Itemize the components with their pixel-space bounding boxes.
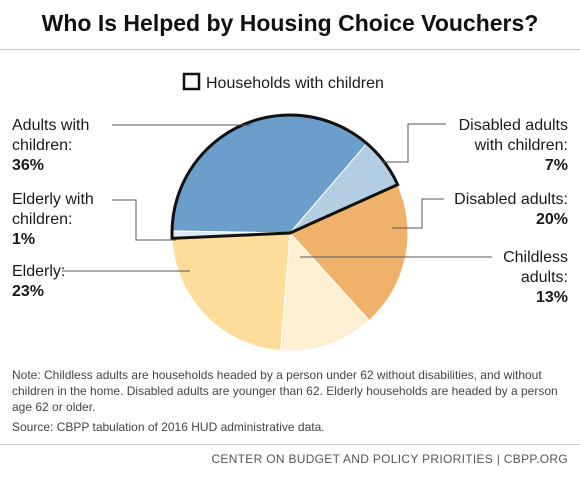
slice-label-disabled-children: Disabled adults (459, 117, 568, 134)
footer-credit: CENTER ON BUDGET AND POLICY PRIORITIES |… (211, 452, 568, 466)
slice-label-childless: adults: (521, 269, 568, 286)
legend-swatch (182, 72, 201, 91)
value-label-adults-children: 36% (12, 157, 44, 174)
leader-disabled (392, 198, 444, 229)
slice-label-elderly-children: Elderly with (12, 191, 94, 208)
leader-elderly-children (112, 199, 176, 241)
children-outline (170, 113, 400, 240)
slice-labels: Adults with children: 36% Disabled adults wi… (12, 117, 568, 306)
chart-notes: Note: Childless adults are households he… (12, 367, 572, 435)
pie-slice-elderly (171, 232, 291, 352)
slice-label-childless: Childless (503, 249, 568, 266)
pie-chart: Households with children Adults with chil… (12, 72, 568, 352)
slice-label-elderly: Elderly: (12, 263, 65, 280)
pie-slice-childless (279, 231, 370, 352)
value-label-elderly: 23% (12, 283, 44, 300)
value-label-elderly-children: 1% (12, 231, 35, 248)
title-divider (0, 49, 580, 50)
slice-label-adults-children: Adults with (12, 117, 89, 134)
source-text: Source: CBPP tabulation of 2016 HUD admi… (12, 420, 325, 434)
value-label-disabled-children: 7% (545, 157, 568, 174)
leader-disabled-children (382, 123, 446, 163)
footer-divider (0, 444, 580, 445)
value-label-childless: 13% (536, 289, 568, 306)
legend-label: Households with children (206, 75, 384, 92)
value-label-disabled: 20% (536, 211, 568, 228)
leader-lines (62, 123, 492, 272)
slice-label-disabled-children: with children: (474, 137, 568, 154)
chart-title: Who Is Helped by Housing Choice Vouchers… (41, 10, 539, 36)
note-text: Note: Childless adults are households he… (12, 368, 558, 414)
slice-label-elderly-children: children: (12, 211, 72, 228)
slice-label-disabled: Disabled adults: (454, 191, 568, 208)
slice-label-adults-children: children: (12, 137, 72, 154)
